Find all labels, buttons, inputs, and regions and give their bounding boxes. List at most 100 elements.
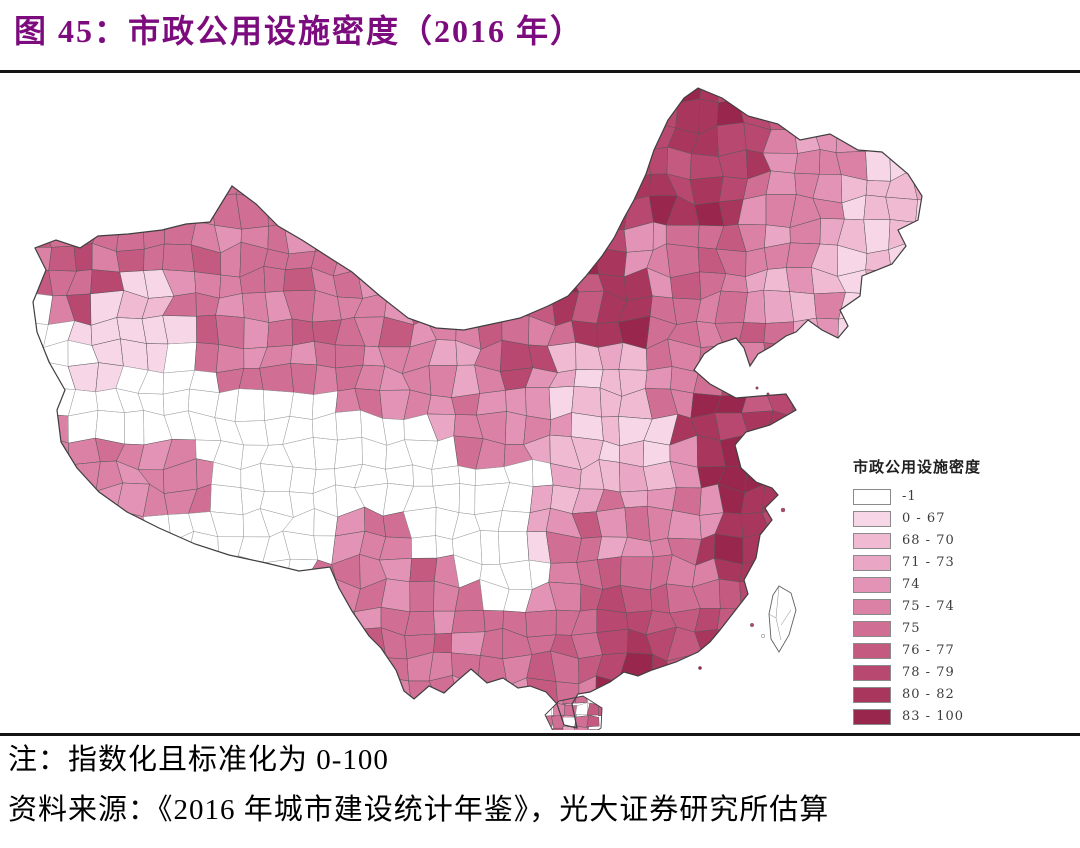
map-cell: [791, 388, 813, 417]
map-cell: [595, 247, 627, 278]
legend-label: 71 - 73: [902, 555, 955, 570]
map-cell: [884, 292, 919, 326]
map-cell: [306, 603, 336, 635]
map-cell: [857, 338, 891, 375]
map-cell: [337, 697, 363, 728]
map-cell: [92, 601, 124, 636]
map-cell: [862, 292, 888, 326]
map-cell: [1036, 605, 1061, 633]
map-cell: [427, 200, 460, 226]
map-cell: [262, 389, 294, 421]
legend-row: 78 - 79: [853, 664, 1028, 681]
map-cell: [307, 697, 340, 728]
map-cell: [985, 204, 1012, 222]
map-cell: [210, 146, 246, 178]
map-cell: [787, 660, 822, 676]
map-cell: [1076, 699, 1080, 725]
map-cell: [809, 509, 844, 536]
map-cell: [522, 147, 552, 180]
map-cell: [354, 241, 387, 277]
legend-label: -1: [902, 489, 917, 504]
map-cell: [522, 102, 554, 131]
map-cell: [33, 146, 55, 181]
map-cell: [503, 148, 524, 180]
map-cell: [385, 270, 407, 299]
map-cell: [476, 390, 507, 416]
map-cell: [814, 558, 838, 590]
map-cell: [33, 678, 54, 706]
map-cell: [545, 702, 552, 717]
legend-row: 74: [853, 576, 1028, 593]
map-cell: [596, 608, 629, 633]
map-cell: [144, 88, 168, 109]
map-cell: [432, 146, 459, 179]
bohai-island-dot: [766, 392, 770, 396]
map-cell: [283, 198, 315, 228]
map-cell: [1054, 681, 1079, 705]
map-cell: [1004, 395, 1034, 417]
map-cell: [68, 657, 97, 681]
map-cell: [573, 146, 606, 173]
map-cell: [1074, 507, 1080, 533]
map-cell: [122, 602, 151, 634]
legend-row: 83 - 100: [853, 708, 1028, 725]
map-cell: [716, 88, 745, 104]
map-cell: [599, 171, 630, 203]
map-cell: [313, 364, 339, 395]
map-cell: [834, 101, 868, 134]
map-cell: [915, 291, 922, 320]
map-cell: [290, 129, 315, 151]
map-cell: [763, 440, 790, 461]
map-cell: [586, 714, 600, 728]
map-cell: [935, 201, 963, 223]
map-cell: [762, 483, 792, 514]
map-cell: [603, 152, 626, 183]
map-cell: [96, 555, 126, 588]
map-cell: [885, 196, 918, 223]
map-cell: [1054, 605, 1080, 637]
legend-label: 78 - 79: [902, 665, 955, 680]
map-cell: [1031, 531, 1055, 566]
map-cell: [883, 367, 910, 393]
map-cell: [763, 267, 790, 292]
map-cell: [910, 124, 922, 154]
map-cell: [334, 437, 363, 470]
map-cell: [958, 102, 982, 125]
map-cell: [288, 674, 314, 711]
map-cell: [716, 629, 748, 662]
legend-swatch: [853, 708, 891, 725]
map-cell: [312, 437, 338, 470]
map-cell: [404, 201, 435, 231]
map-cell: [723, 342, 744, 372]
map-cell: [163, 674, 196, 709]
map-cell: [693, 367, 725, 397]
map-cell: [146, 579, 170, 614]
map-cell: [194, 342, 220, 374]
map-cell: [525, 609, 557, 638]
map-cell: [865, 147, 891, 182]
map-cell: [1, 485, 28, 508]
map-cell: [979, 99, 1006, 132]
map-cell: [310, 147, 335, 180]
map-cell: [716, 608, 748, 634]
map-cell: [1032, 81, 1058, 103]
map-cell: [336, 725, 357, 728]
map-cell: [886, 266, 919, 294]
map-cell: [1054, 699, 1079, 730]
map-cell: [1005, 131, 1037, 151]
map-cell: [961, 244, 988, 270]
map-cell: [786, 458, 822, 486]
map-cell: [959, 268, 985, 298]
map-cell: [99, 723, 125, 728]
legend-label: 83 - 100: [902, 709, 965, 724]
map-cell: [70, 126, 102, 157]
map-cell: [813, 587, 838, 610]
map-cell: [123, 699, 146, 728]
map-cell: [1006, 292, 1036, 322]
map-cell: [65, 171, 100, 206]
map-cell: [721, 367, 748, 397]
map-cell: [433, 632, 452, 654]
map-cell: [1004, 220, 1037, 245]
map-cell: [382, 726, 411, 728]
